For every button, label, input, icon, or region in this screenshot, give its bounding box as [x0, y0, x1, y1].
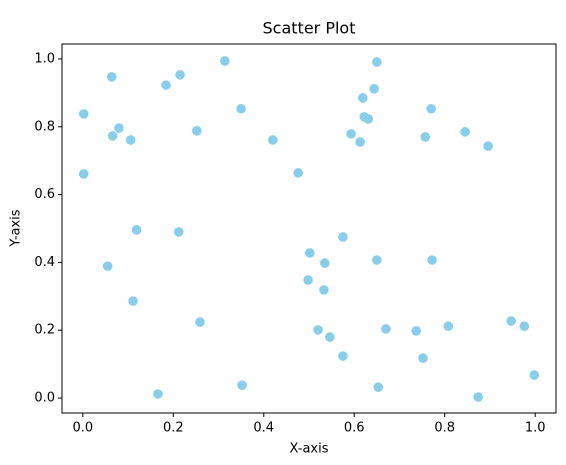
point: [373, 382, 384, 393]
x-tick-label: 0.6: [344, 421, 365, 436]
y-tick-label: 0.0: [34, 391, 55, 406]
point: [293, 168, 303, 178]
point: [305, 248, 315, 258]
point: [460, 127, 470, 137]
point: [114, 123, 124, 133]
point: [358, 93, 368, 103]
point: [338, 232, 348, 242]
point: [128, 296, 138, 306]
point: [355, 137, 365, 147]
point: [161, 80, 171, 90]
point: [473, 392, 483, 402]
point: [506, 316, 517, 326]
point: [192, 126, 202, 136]
y-tick-label: 0.2: [34, 323, 55, 338]
y-tick-label: 0.6: [34, 187, 55, 202]
y-tick-label: 1.0: [34, 51, 55, 66]
point: [237, 380, 247, 390]
x-tick-label: 0.2: [163, 421, 184, 436]
point: [220, 56, 230, 66]
point: [346, 129, 356, 139]
point: [411, 326, 422, 336]
point: [426, 103, 436, 114]
point: [107, 131, 118, 141]
point: [529, 370, 540, 380]
point: [125, 135, 136, 145]
point: [420, 132, 431, 142]
point: [363, 114, 374, 124]
point: [175, 70, 185, 80]
point: [313, 325, 323, 335]
point: [303, 275, 313, 285]
chart-title: Scatter Plot: [263, 19, 356, 38]
x-tick-label: 0.4: [253, 421, 274, 436]
y-axis-label: Y-axis: [9, 209, 24, 247]
point: [372, 255, 382, 265]
point: [320, 258, 330, 268]
point: [443, 321, 454, 331]
point: [131, 225, 142, 235]
point: [418, 353, 428, 363]
point: [236, 103, 246, 114]
point: [173, 227, 184, 237]
x-tick-label: 1.0: [525, 421, 546, 436]
x-tick-label: 0.8: [434, 421, 455, 436]
point: [268, 135, 278, 145]
x-tick-label: 0.0: [72, 421, 93, 436]
point: [372, 57, 382, 67]
x-axis-label: X-axis: [290, 442, 329, 457]
point: [369, 83, 379, 94]
point: [319, 285, 329, 295]
point: [325, 332, 335, 342]
point: [102, 261, 113, 271]
point: [78, 169, 89, 179]
y-tick-label: 0.8: [34, 119, 55, 134]
point: [78, 109, 89, 119]
point: [338, 351, 348, 361]
point: [519, 321, 530, 331]
point: [427, 255, 437, 265]
y-tick-label: 0.4: [34, 255, 55, 270]
plot-frame: [61, 43, 557, 414]
point: [153, 389, 163, 399]
point: [106, 72, 117, 82]
point: [381, 324, 391, 334]
point: [483, 141, 493, 151]
point: [195, 317, 205, 327]
